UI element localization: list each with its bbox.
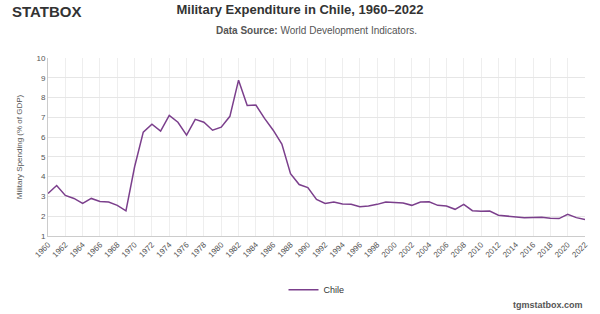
svg-text:2022: 2022 [570,240,589,259]
svg-text:2012: 2012 [484,240,503,259]
svg-text:1988: 1988 [276,240,295,259]
svg-text:Military Spending (% of GDP): Military Spending (% of GDP) [15,94,24,199]
svg-text:Military Expenditure in Chile,: Military Expenditure in Chile, 1960–2022 [176,2,423,17]
svg-text:6: 6 [41,133,46,142]
svg-text:1974: 1974 [155,240,174,259]
svg-text:9: 9 [41,74,46,83]
svg-text:1978: 1978 [189,240,208,259]
svg-text:5: 5 [41,153,46,162]
svg-text:7: 7 [41,113,46,122]
svg-text:2002: 2002 [397,240,416,259]
svg-text:Data Source: World Development: Data Source: World Development Indicator… [216,25,417,36]
svg-text:2018: 2018 [536,240,555,259]
svg-text:2006: 2006 [432,240,451,259]
svg-text:2016: 2016 [518,240,537,259]
svg-text:2010: 2010 [466,240,485,259]
svg-text:1976: 1976 [172,240,191,259]
svg-text:1968: 1968 [103,240,122,259]
svg-text:2: 2 [41,212,46,221]
svg-text:Chile: Chile [324,285,345,295]
svg-text:10: 10 [36,54,45,63]
svg-text:1960: 1960 [33,240,52,259]
svg-text:2014: 2014 [501,240,520,259]
svg-text:1994: 1994 [328,240,347,259]
svg-text:2020: 2020 [553,240,572,259]
svg-text:1996: 1996 [345,240,364,259]
svg-text:1972: 1972 [137,240,156,259]
svg-text:2008: 2008 [449,240,468,259]
svg-text:2004: 2004 [414,240,433,259]
svg-text:1970: 1970 [120,240,139,259]
svg-text:1998: 1998 [362,240,381,259]
svg-text:1990: 1990 [293,240,312,259]
svg-text:STATBOX: STATBOX [12,3,81,20]
svg-text:8: 8 [41,93,46,102]
svg-text:2000: 2000 [380,240,399,259]
svg-text:1982: 1982 [224,240,243,259]
svg-text:1964: 1964 [68,240,87,259]
svg-text:1992: 1992 [310,240,329,259]
svg-text:1980: 1980 [207,240,226,259]
svg-text:tgmstatbox.com: tgmstatbox.com [513,300,583,310]
svg-text:1986: 1986 [258,240,277,259]
svg-text:1: 1 [41,232,46,241]
svg-text:1962: 1962 [51,240,70,259]
svg-text:3: 3 [41,192,46,201]
svg-text:1966: 1966 [85,240,104,259]
svg-text:1984: 1984 [241,240,260,259]
svg-text:4: 4 [41,172,46,181]
